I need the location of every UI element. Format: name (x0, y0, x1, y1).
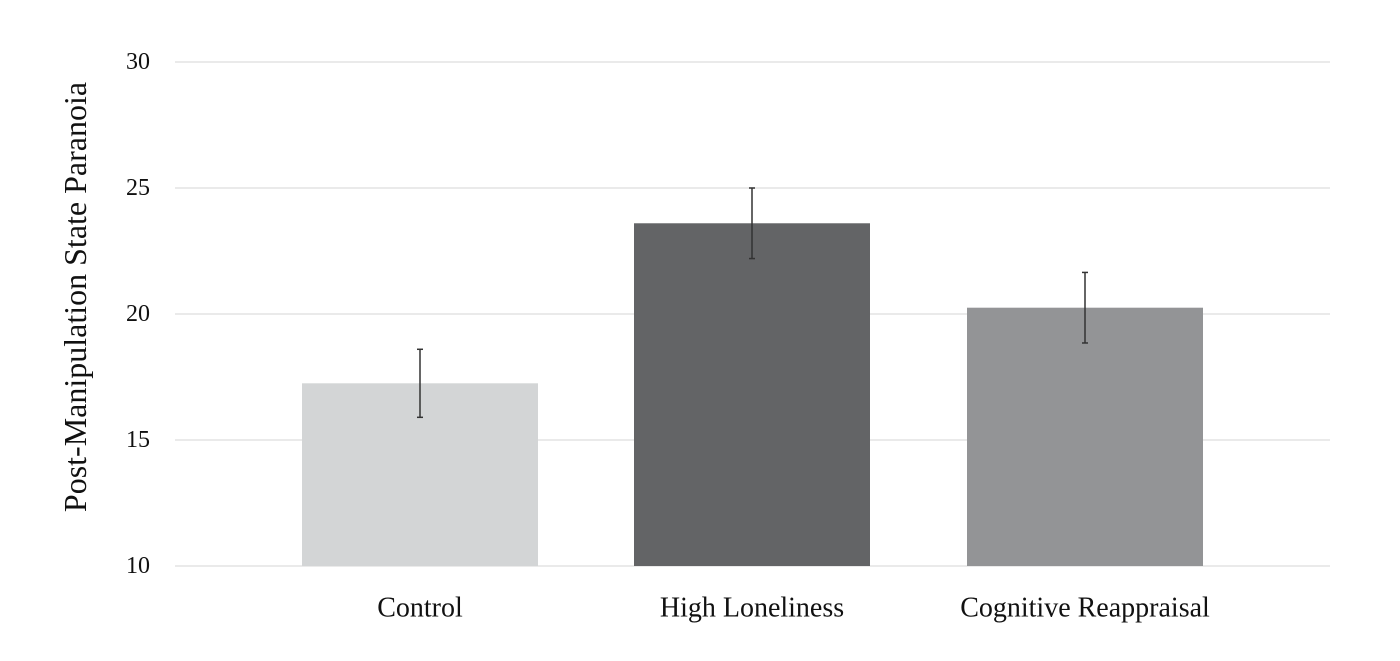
y-tick-label: 25 (126, 175, 150, 201)
y-tick-label: 20 (126, 301, 150, 327)
error-bar (749, 187, 755, 260)
bars (302, 223, 1203, 566)
y-tick-label: 15 (126, 427, 150, 453)
x-tick-label: Cognitive Reappraisal (960, 593, 1210, 624)
bar (634, 223, 870, 566)
x-tick-labels: Control High Loneliness Cognitive Reapprai… (377, 593, 1210, 624)
y-tick-label: 30 (126, 49, 150, 75)
y-tick-label: 10 (126, 553, 150, 579)
error-bar (1082, 271, 1088, 344)
y-axis-label: Post-Manipulation State Paranoia (57, 82, 93, 512)
error-bar (417, 348, 423, 419)
error-bars (417, 187, 1088, 419)
y-tick-labels: 10 15 20 25 30 (126, 49, 150, 579)
x-tick-label: Control (377, 593, 463, 624)
x-tick-label: High Loneliness (660, 593, 844, 624)
bar (967, 307, 1203, 566)
